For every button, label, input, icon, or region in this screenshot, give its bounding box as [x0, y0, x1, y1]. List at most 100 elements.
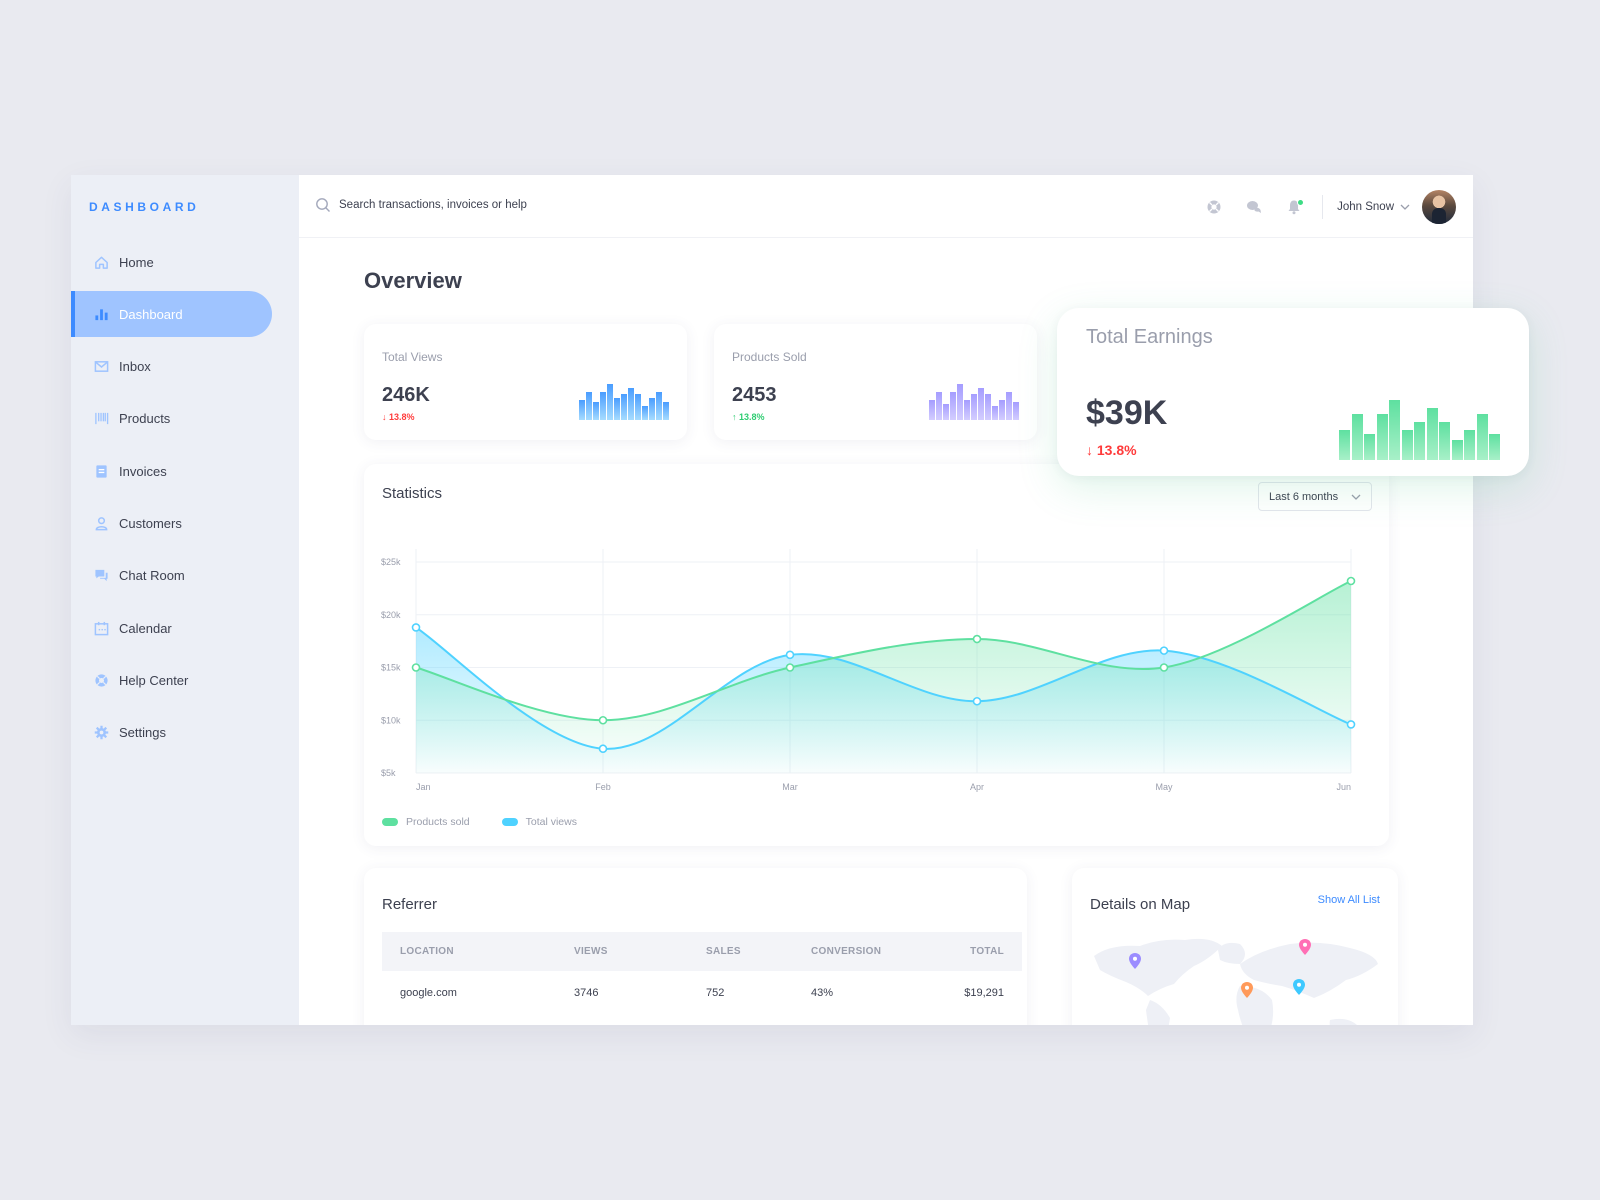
user-icon	[93, 515, 109, 531]
sidebar-item-customers[interactable]: Customers	[71, 500, 299, 546]
arrow-up-icon: ↑	[732, 412, 740, 422]
sidebar-item-help-center[interactable]: Help Center	[71, 657, 299, 703]
map-pin-icon[interactable]	[1292, 978, 1306, 996]
stat-label: Products Sold	[732, 350, 807, 364]
stat-value: 2453	[732, 384, 777, 406]
notifications-button[interactable]	[1274, 187, 1314, 227]
data-point[interactable]	[598, 715, 608, 725]
y-tick-label: $20k	[381, 610, 401, 620]
mini-bar	[593, 402, 599, 420]
lifebuoy-icon	[93, 672, 109, 688]
main-content: Overview Total Views 246K ↓ 13.8% Produc…	[299, 238, 1473, 1025]
statistics-card: Statistics Last 6 months $5k $10k $15k $20k…	[364, 464, 1389, 846]
calendar-icon	[93, 620, 109, 636]
sidebar-item-settings[interactable]: Settings	[71, 710, 299, 756]
table-header: LOCATION VIEWS SALES CONVERSION TOTAL	[382, 932, 1022, 971]
mini-bar	[607, 384, 613, 420]
help-button[interactable]	[1194, 187, 1234, 227]
sidebar-item-home[interactable]: Home	[71, 239, 299, 285]
mini-bar	[642, 406, 648, 420]
sidebar-item-label: Customers	[119, 515, 182, 531]
mini-bar	[978, 388, 984, 420]
column-header[interactable]: LOCATION	[400, 946, 454, 957]
mini-bar	[964, 400, 970, 420]
topbar: John Snow	[299, 175, 1473, 238]
search-input[interactable]	[339, 199, 599, 211]
arrow-down-icon: ↓	[382, 412, 390, 422]
mini-bar	[1389, 400, 1400, 460]
search-bar	[315, 197, 599, 213]
search-icon	[316, 198, 330, 212]
y-tick-label: $25k	[381, 557, 401, 567]
sidebar-item-dashboard[interactable]: Dashboard	[71, 291, 272, 338]
sidebar-item-label: Chat Room	[119, 568, 185, 584]
show-all-list-link[interactable]: Show All List	[1317, 894, 1380, 906]
legend-item-total-views[interactable]: Total views	[501, 816, 577, 828]
data-point[interactable]	[785, 663, 795, 672]
column-header[interactable]: VIEWS	[574, 946, 608, 957]
data-point[interactable]	[1159, 663, 1169, 672]
statistics-title: Statistics	[382, 485, 443, 502]
sidebar-item-invoices[interactable]: Invoices	[71, 448, 299, 494]
mini-bar	[1401, 430, 1413, 460]
map-card: Details on Map Show All List	[1072, 868, 1398, 1025]
y-tick-label: $5k	[381, 768, 396, 778]
sidebar-item-chat-room[interactable]: Chat Room	[71, 553, 299, 599]
chat-icon	[1247, 200, 1262, 213]
map-pin-icon[interactable]	[1128, 952, 1142, 970]
cell-views: 3746	[574, 987, 599, 999]
mini-bar	[1339, 430, 1350, 460]
legend-item-products-sold[interactable]: Products sold	[382, 816, 470, 828]
column-header[interactable]: TOTAL	[970, 946, 1004, 957]
world-map[interactable]	[1090, 930, 1380, 1025]
stat-value: 246K	[382, 384, 430, 406]
map-pin-icon[interactable]	[1298, 938, 1312, 956]
map-pin-icon[interactable]	[1240, 981, 1254, 999]
products-sold-card: Products Sold 2453 ↑ 13.8%	[714, 324, 1037, 440]
data-point[interactable]	[972, 634, 982, 644]
range-select[interactable]: Last 6 months	[1258, 482, 1372, 511]
earnings-delta: ↓ 13.8%	[1086, 442, 1137, 458]
column-header[interactable]: CONVERSION	[811, 946, 882, 957]
receipt-icon	[93, 463, 109, 479]
avatar[interactable]	[1422, 189, 1456, 224]
total-views-card: Total Views 246K ↓ 13.8%	[364, 324, 687, 440]
brand-logo[interactable]: DASHBOARD	[89, 200, 200, 214]
mini-bar	[614, 398, 620, 420]
mini-bar	[943, 404, 949, 420]
column-header[interactable]: SALES	[706, 946, 741, 957]
mini-bar	[992, 406, 998, 420]
mini-bar	[1451, 440, 1463, 460]
earnings-value: $39K	[1086, 394, 1168, 432]
sidebar: DASHBOARD Home Dashboard Inbox Products …	[71, 175, 299, 1025]
data-point[interactable]	[411, 663, 421, 672]
user-menu[interactable]: John Snow	[1337, 201, 1422, 213]
x-tick-label: Feb	[595, 782, 611, 792]
data-point[interactable]	[1346, 576, 1356, 586]
data-point[interactable]	[972, 696, 982, 706]
sidebar-item-calendar[interactable]: Calendar	[71, 605, 299, 651]
cell-total: $19,291	[964, 987, 1004, 999]
data-point[interactable]	[1346, 720, 1356, 729]
messages-button[interactable]	[1234, 187, 1274, 227]
legend-swatch	[382, 818, 398, 826]
mini-bar	[1476, 414, 1488, 460]
data-point[interactable]	[785, 650, 795, 660]
x-tick-label: May	[1155, 782, 1173, 792]
data-point[interactable]	[411, 623, 421, 632]
bar-chart-icon	[93, 306, 109, 322]
sidebar-item-label: Calendar	[119, 620, 172, 636]
mini-bar	[649, 398, 655, 420]
sidebar-item-products[interactable]: Products	[71, 396, 299, 442]
home-icon	[93, 254, 109, 270]
mini-bar	[971, 394, 977, 420]
sidebar-item-label: Invoices	[119, 463, 167, 479]
table-row[interactable]: google.com 3746 752 43% $19,291	[382, 971, 1022, 1015]
barcode-icon	[93, 411, 109, 427]
data-point[interactable]	[1159, 646, 1169, 655]
topbar-divider	[1322, 194, 1324, 219]
mini-bar	[1489, 434, 1500, 460]
data-point[interactable]	[598, 744, 608, 754]
mini-bar	[656, 392, 662, 420]
sidebar-item-inbox[interactable]: Inbox	[71, 344, 299, 390]
